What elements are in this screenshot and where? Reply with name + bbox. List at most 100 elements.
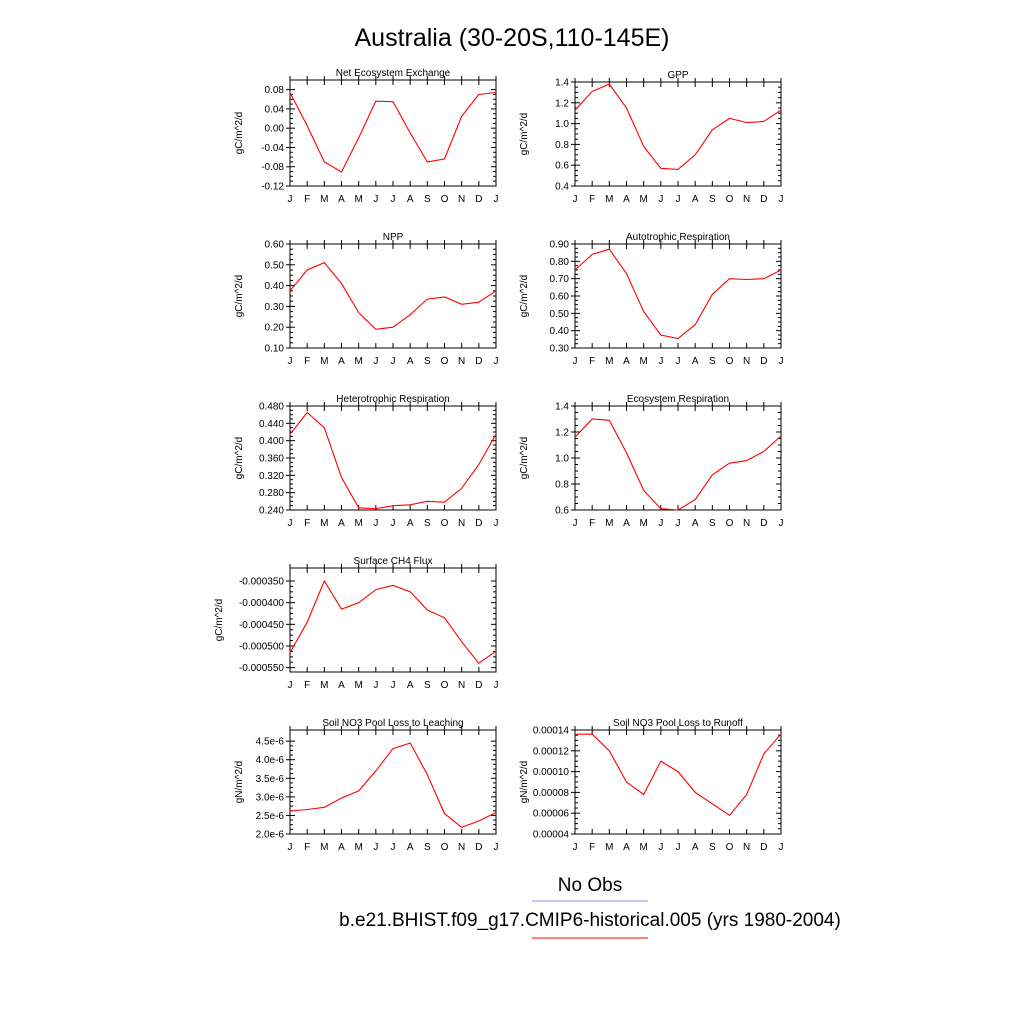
y-axis-label: gN/m^2/d [234,761,245,804]
x-tick-label: S [424,518,431,529]
y-tick-label: -0.04 [261,143,284,154]
y-tick-label: 0.6 [555,161,569,172]
x-tick-label: D [475,680,482,691]
chart-title: Soil NO3 Pool Loss to Leaching [322,718,463,729]
series-line [574,418,782,511]
x-tick-label: F [304,356,310,367]
x-tick-label: J [494,518,499,529]
x-tick-label: J [573,356,578,367]
y-tick-label: 0.10 [265,344,285,355]
figure-title: Australia (30-20S,110-145E) [355,24,670,52]
x-tick-label: J [391,680,396,691]
y-tick-label: 0.00010 [533,767,570,778]
y-axis-label: gC/m^2/d [214,599,225,642]
series-line [289,742,497,828]
x-tick-label: S [424,194,431,205]
x-tick-label: J [676,356,681,367]
x-tick-label: M [320,680,328,691]
y-tick-label: 3.0e-6 [256,792,285,803]
y-tick-label: 0.360 [259,454,284,465]
chart-title: Autotrophic Respiration [626,232,730,243]
x-tick-label: O [726,194,734,205]
x-tick-label: M [354,518,362,529]
x-tick-label: J [391,194,396,205]
x-tick-label: J [494,842,499,853]
y-tick-label: 3.5e-6 [256,774,285,785]
x-tick-label: M [320,194,328,205]
x-tick-label: F [304,194,310,205]
x-tick-label: A [623,356,630,367]
x-tick-label: N [743,842,750,853]
x-tick-label: F [589,842,595,853]
x-tick-label: F [304,680,310,691]
x-tick-label: N [458,518,465,529]
chart-title: NPP [383,232,404,243]
x-tick-label: M [320,842,328,853]
y-tick-label: 0.30 [265,302,285,313]
x-tick-label: J [391,518,396,529]
x-tick-label: S [424,842,431,853]
x-tick-label: J [779,842,784,853]
y-axis-label: gC/m^2/d [234,112,245,155]
x-tick-label: M [320,518,328,529]
y-tick-label: 0.04 [265,104,285,115]
x-tick-label: A [692,194,699,205]
x-tick-label: J [676,194,681,205]
x-tick-label: J [779,518,784,529]
chart-title: Soil NO3 Pool Loss to Runoff [613,718,743,729]
y-tick-label: 4.0e-6 [256,755,285,766]
y-tick-label: 0.00006 [533,809,570,820]
y-tick-label: 0.6 [555,506,569,517]
x-tick-label: J [658,842,663,853]
chart-panel: Autotrophic Respiration gC/m^2/d 0.30 0.40 0… [519,232,784,367]
x-tick-label: J [779,356,784,367]
x-tick-label: N [458,842,465,853]
y-tick-label: -0.000500 [239,642,284,653]
x-tick-label: A [407,842,414,853]
y-tick-label: 0.80 [550,257,570,268]
x-tick-label: F [589,518,595,529]
x-tick-label: M [354,680,362,691]
x-tick-label: O [441,842,449,853]
x-tick-label: S [709,194,716,205]
x-tick-label: M [354,356,362,367]
x-tick-label: A [338,518,345,529]
legend-label-model: b.e21.BHIST.f09_g17.CMIP6-historical.005… [339,910,841,931]
x-tick-label: M [354,194,362,205]
y-axis-label: gC/m^2/d [519,113,530,156]
y-tick-label: 0.8 [555,140,569,151]
plot-frame [574,243,782,349]
y-tick-label: 0.90 [550,240,570,251]
x-tick-label: S [709,356,716,367]
x-tick-label: A [692,842,699,853]
x-tick-label: J [658,356,663,367]
y-tick-label: -0.000400 [239,598,284,609]
y-tick-label: -0.000550 [239,663,284,674]
x-tick-label: A [692,356,699,367]
series-line [289,262,497,330]
x-tick-label: N [743,194,750,205]
y-tick-label: 1.0 [555,454,569,465]
x-tick-label: J [373,356,378,367]
x-tick-label: O [441,680,449,691]
x-tick-label: J [658,518,663,529]
chart-panel: Net Ecosystem Exchange gC/m^2/d -0.12 -0.08… [234,68,499,205]
chart-title: Heterotrophic Respiration [336,394,449,405]
chart-panels: Net Ecosystem Exchange gC/m^2/d -0.12 -0.08… [214,68,784,853]
x-tick-label: S [424,680,431,691]
y-tick-label: 0.50 [550,309,570,320]
x-tick-label: J [658,194,663,205]
y-axis-label: gC/m^2/d [519,275,530,318]
y-tick-label: -0.000450 [239,620,284,631]
x-tick-label: J [494,194,499,205]
x-tick-label: D [475,842,482,853]
x-tick-label: N [458,356,465,367]
x-tick-label: A [338,680,345,691]
x-tick-label: O [441,518,449,529]
chart-title: Surface CH4 Flux [354,556,433,567]
x-tick-label: D [475,356,482,367]
y-tick-label: 4.5e-6 [256,737,285,748]
plot-frame [289,567,497,673]
plot-frame [289,243,497,349]
